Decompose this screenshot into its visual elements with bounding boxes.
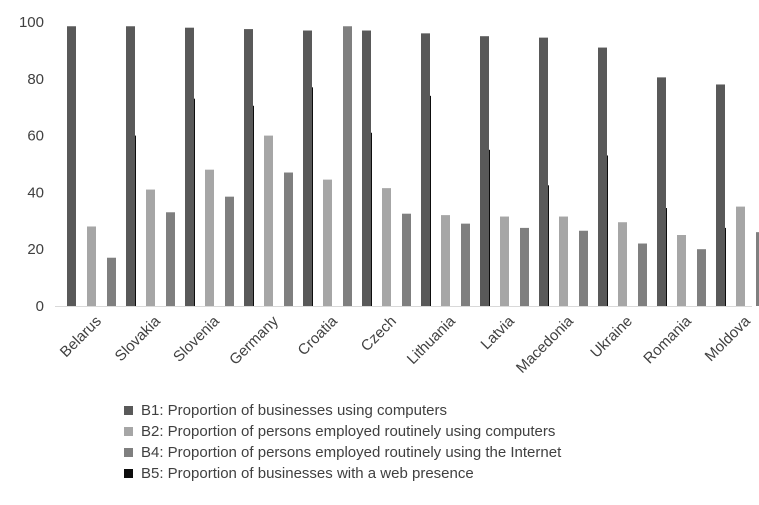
bar-macedonia-b2 bbox=[559, 216, 568, 306]
y-axis: 0 20 40 60 80 100 bbox=[19, 14, 44, 315]
bar-latvia-b3 bbox=[520, 227, 529, 306]
bar-macedonia-b1 bbox=[539, 37, 548, 307]
bar-czech-b3 bbox=[402, 213, 411, 306]
bar-slovakia-b1 bbox=[126, 26, 135, 306]
bar-belarus-b3 bbox=[107, 257, 116, 306]
legend-label: B5: Proportion of businesses with a web … bbox=[141, 465, 474, 482]
bar-lithuania-b2 bbox=[441, 215, 450, 306]
bar-slovenia-b3 bbox=[225, 196, 234, 306]
bar-belarus-b1 bbox=[67, 26, 76, 306]
legend-swatch bbox=[124, 448, 133, 457]
x-axis: Belarus Slovakia Slovenia Germany Croatia Cze… bbox=[55, 306, 755, 377]
bar-germany-b1 bbox=[244, 29, 253, 306]
legend-item: B2: Proportion of persons employed routi… bbox=[124, 421, 561, 442]
bar-czech-b1 bbox=[362, 30, 371, 307]
legend-label: B1: Proportion of businesses using compu… bbox=[141, 402, 447, 419]
category-label: Belarus bbox=[57, 313, 105, 361]
bar-czech-b2 bbox=[382, 188, 391, 306]
legend-item: B1: Proportion of businesses using compu… bbox=[124, 400, 561, 421]
bar-lithuania-b3 bbox=[461, 223, 470, 306]
category-label: Lithuania bbox=[404, 312, 460, 368]
category-label: Germany bbox=[226, 312, 282, 368]
bar-slovenia-b1 bbox=[185, 27, 194, 307]
bar-ukraine-b1 bbox=[598, 47, 607, 307]
bar-moldova-b2 bbox=[736, 206, 745, 306]
legend: B1: Proportion of businesses using compu… bbox=[124, 400, 561, 484]
bar-ukraine-b2 bbox=[618, 222, 627, 306]
bar-chart: 0 20 40 60 80 100 Belarus Slovakia Slovenia Germ… bbox=[19, 14, 759, 377]
legend-swatch bbox=[124, 406, 133, 415]
bar-lithuania-b1 bbox=[421, 33, 430, 307]
legend-label: B4: Proportion of persons employed routi… bbox=[141, 444, 562, 461]
bar-slovakia-b2 bbox=[146, 189, 155, 306]
legend-item: B5: Proportion of businesses with a web … bbox=[124, 463, 561, 484]
y-tick-label: 40 bbox=[27, 184, 44, 201]
y-tick-label: 20 bbox=[27, 241, 44, 258]
bar-belarus-b2 bbox=[87, 226, 96, 306]
category-label: Ukraine bbox=[587, 313, 636, 362]
bar-ukraine-b3 bbox=[638, 243, 647, 306]
y-tick-label: 80 bbox=[27, 71, 44, 88]
bar-moldova-b3 bbox=[756, 232, 759, 306]
category-label: Czech bbox=[358, 313, 400, 355]
category-label: Croatia bbox=[295, 312, 342, 359]
bar-macedonia-b3 bbox=[579, 230, 588, 306]
bar-series bbox=[67, 26, 759, 307]
category-label: Macedonia bbox=[513, 312, 577, 376]
bar-germany-b3 bbox=[284, 172, 293, 306]
bar-latvia-b1 bbox=[480, 36, 489, 306]
y-tick-label: 100 bbox=[19, 14, 44, 31]
bar-latvia-b2 bbox=[500, 216, 509, 306]
bar-croatia-b3 bbox=[343, 26, 352, 306]
bar-romania-b2 bbox=[677, 235, 686, 306]
category-label: Slovakia bbox=[112, 312, 165, 365]
bar-slovenia-b2 bbox=[205, 169, 214, 306]
bar-romania-b1 bbox=[657, 77, 666, 306]
legend-swatch bbox=[124, 469, 133, 478]
legend-item: B4: Proportion of persons employed routi… bbox=[124, 442, 561, 463]
bar-romania-b3 bbox=[697, 249, 706, 306]
category-label: Slovenia bbox=[170, 312, 223, 365]
bar-germany-b2 bbox=[264, 135, 273, 306]
y-tick-label: 0 bbox=[36, 298, 44, 315]
category-label: Romania bbox=[640, 312, 695, 367]
category-label: Moldova bbox=[702, 312, 755, 365]
category-label: Latvia bbox=[478, 312, 519, 353]
bar-croatia-b1 bbox=[303, 30, 312, 307]
legend-label: B2: Proportion of persons employed routi… bbox=[141, 423, 556, 440]
bar-slovakia-b3 bbox=[166, 212, 175, 306]
y-tick-label: 60 bbox=[27, 128, 44, 145]
bar-croatia-b2 bbox=[323, 179, 332, 306]
legend-swatch bbox=[124, 427, 133, 436]
bar-moldova-b1 bbox=[716, 84, 725, 306]
